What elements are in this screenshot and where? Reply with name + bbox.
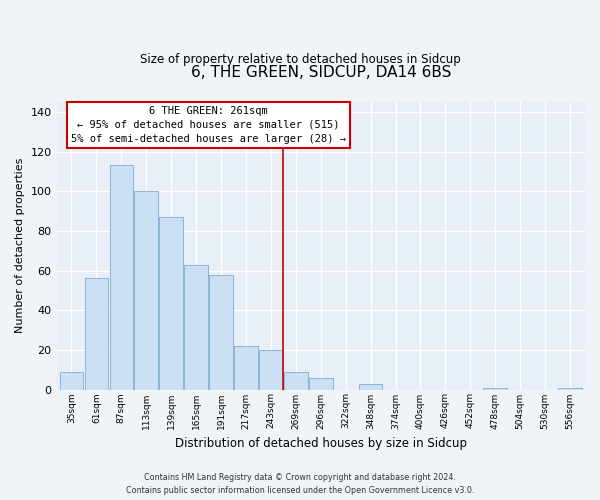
Bar	[558, 388, 582, 390]
Bar	[160, 217, 183, 390]
Title: 6, THE GREEN, SIDCUP, DA14 6BS: 6, THE GREEN, SIDCUP, DA14 6BS	[191, 65, 451, 80]
Bar	[359, 384, 382, 390]
Bar	[259, 350, 283, 390]
Bar	[85, 278, 108, 390]
Text: Contains HM Land Registry data © Crown copyright and database right 2024.
Contai: Contains HM Land Registry data © Crown c…	[126, 473, 474, 495]
Bar	[134, 191, 158, 390]
Bar	[59, 372, 83, 390]
Y-axis label: Number of detached properties: Number of detached properties	[15, 158, 25, 334]
Text: 6 THE GREEN: 261sqm
← 95% of detached houses are smaller (515)
5% of semi-detach: 6 THE GREEN: 261sqm ← 95% of detached ho…	[71, 106, 346, 144]
Bar	[184, 264, 208, 390]
Bar	[309, 378, 332, 390]
Bar	[110, 166, 133, 390]
Text: Size of property relative to detached houses in Sidcup: Size of property relative to detached ho…	[140, 52, 460, 66]
Bar	[209, 274, 233, 390]
Bar	[484, 388, 507, 390]
Bar	[234, 346, 258, 390]
X-axis label: Distribution of detached houses by size in Sidcup: Distribution of detached houses by size …	[175, 437, 467, 450]
Bar	[284, 372, 308, 390]
